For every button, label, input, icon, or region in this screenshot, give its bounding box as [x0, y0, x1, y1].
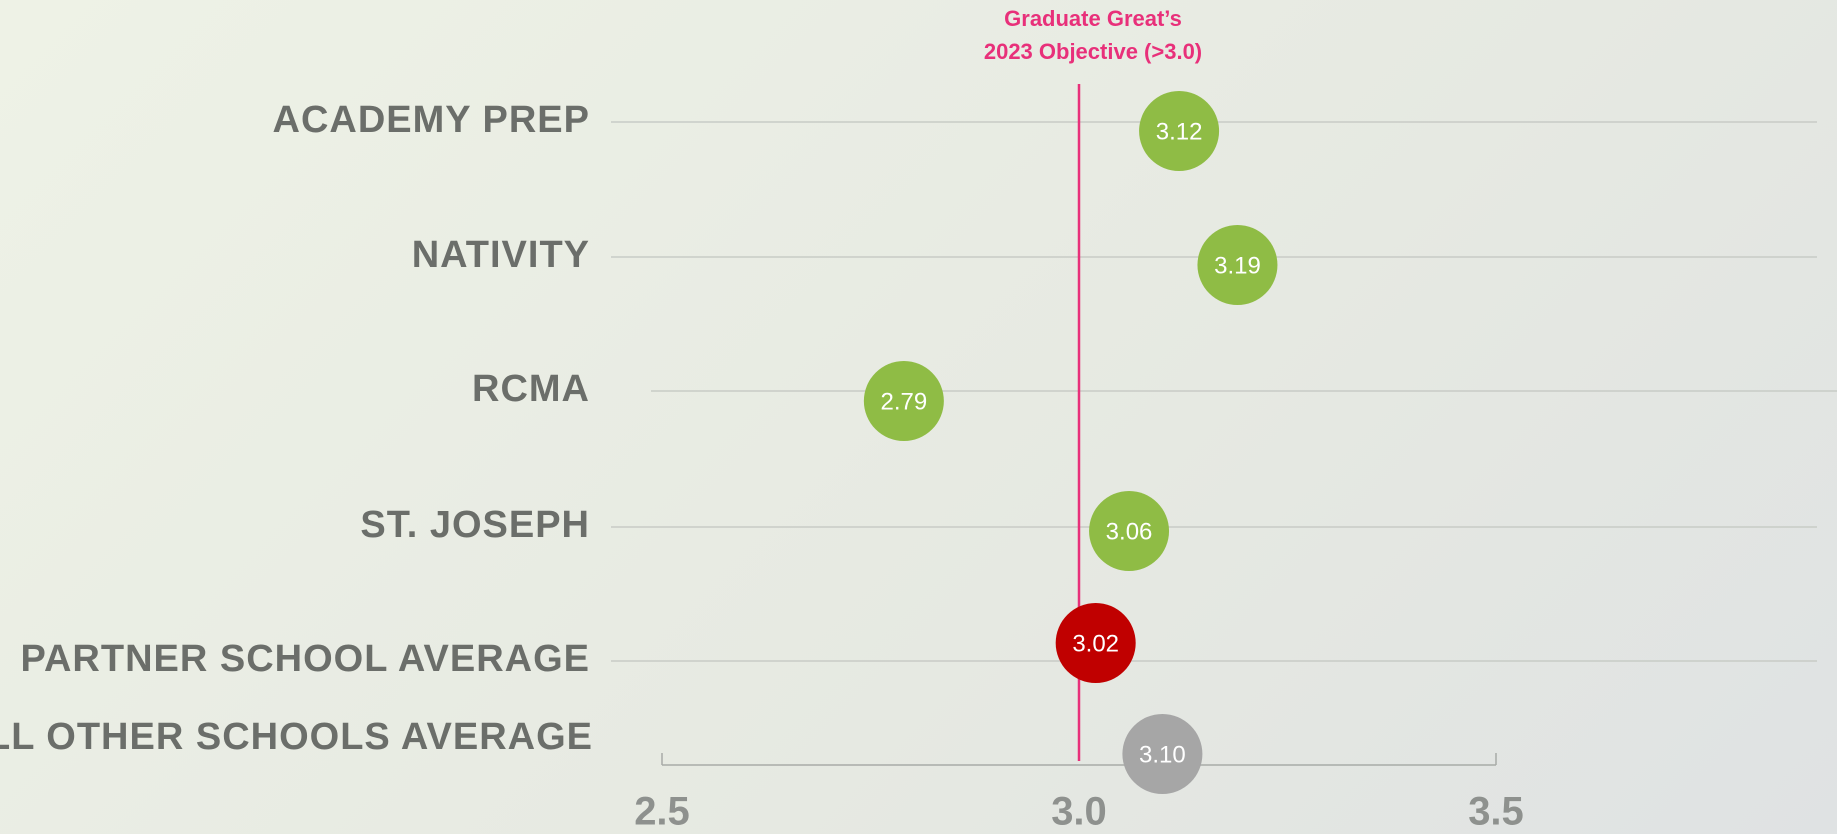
data-label: 3.06	[1106, 518, 1153, 545]
annotation: Graduate Great’s	[1004, 6, 1182, 31]
category-label: NATIVITY	[412, 234, 590, 276]
data-label: 3.10	[1139, 741, 1186, 768]
dot	[1055, 603, 1136, 683]
data-label: 3.19	[1214, 252, 1261, 279]
data-label: 3.12	[1156, 118, 1203, 145]
category-label: ACADEMY PREP	[273, 99, 590, 141]
annotation: 2023 Objective (>3.0)	[984, 39, 1202, 64]
dot	[1089, 491, 1170, 571]
dot	[863, 361, 944, 441]
category-label: RCMA	[472, 368, 590, 410]
data-label: 2.79	[881, 388, 928, 415]
x-tick-label: 3.0	[1051, 790, 1107, 834]
category-label: ST. JOSEPH	[360, 504, 590, 546]
dot	[1197, 225, 1278, 305]
x-tick-label: 3.5	[1468, 790, 1524, 834]
data-label: 3.02	[1072, 630, 1119, 657]
dot	[1122, 714, 1203, 794]
dot	[1139, 91, 1220, 171]
category-label: PARTNER SCHOOL AVERAGE	[20, 638, 590, 680]
category-label: ALL OTHER SCHOOLS AVERAGE	[0, 716, 593, 758]
x-tick-label: 2.5	[634, 790, 690, 834]
